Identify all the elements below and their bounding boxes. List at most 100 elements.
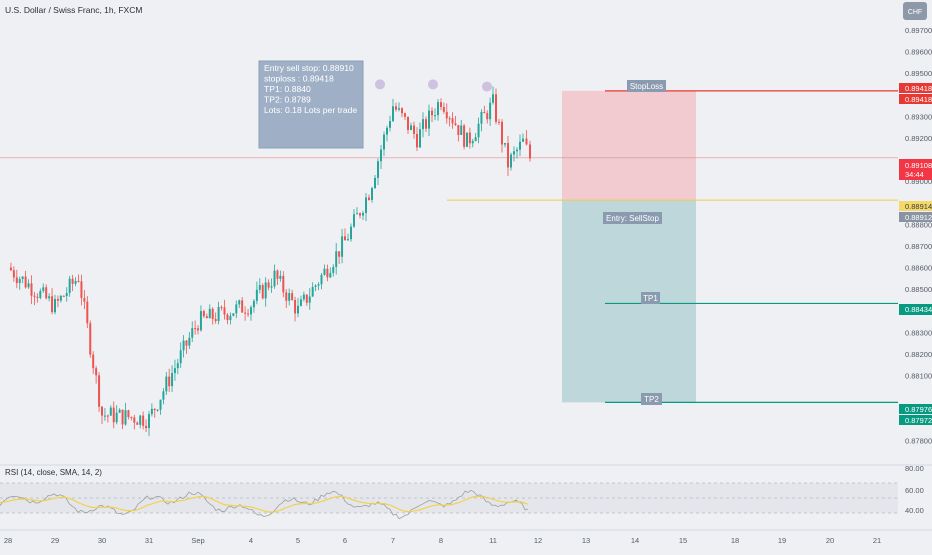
rsi-tick: 80.00 <box>905 464 924 473</box>
price-tag-bg <box>899 212 932 222</box>
candle-body <box>471 141 474 144</box>
candle-body <box>374 177 376 189</box>
candle-body <box>33 295 36 297</box>
candle-body <box>103 415 106 417</box>
time-tick-label: 14 <box>631 536 639 545</box>
price-tag-stoploss: 0.89418 0.89418 <box>899 83 932 104</box>
candle-body <box>299 299 302 306</box>
price-tick-label: 0.89500 <box>905 69 932 78</box>
candle-body <box>74 280 77 284</box>
candle-body <box>368 197 370 200</box>
annotation-box[interactable]: Entry sell stop: 0.88910 stoploss : 0.89… <box>258 60 364 149</box>
price-tag-bg <box>899 201 932 211</box>
candle-body <box>56 298 59 301</box>
price-tag-bg <box>899 415 932 425</box>
tp2-label[interactable]: TP2 <box>641 393 662 405</box>
candle-body <box>495 94 497 122</box>
candle-body <box>179 350 182 364</box>
time-tick-label: 6 <box>343 536 347 545</box>
takeprofit-zone[interactable] <box>562 200 696 403</box>
rsi-label[interactable]: RSI (14, close, SMA, 14, 2) <box>5 468 102 477</box>
stoploss-zone[interactable] <box>562 90 696 201</box>
price-tag-bg <box>899 94 932 104</box>
candle-body <box>133 417 136 423</box>
time-tick-label: 15 <box>679 536 687 545</box>
candle-body <box>273 270 276 287</box>
time-axis[interactable]: 28 29 30 31 Sep 4 5 6 7 8 11 12 13 14 15 18 19 20 21 <box>0 529 932 545</box>
candle-body <box>486 113 489 120</box>
current-price-text: 0.89108 <box>905 161 932 170</box>
candle-body <box>159 399 162 410</box>
candle-body <box>442 106 445 112</box>
stoploss-label[interactable]: StopLoss <box>627 80 666 92</box>
candle-body <box>217 306 220 322</box>
candle-body <box>229 315 232 321</box>
candle-body <box>136 422 139 425</box>
candle-body <box>98 375 101 407</box>
annotation-background <box>258 60 364 149</box>
annotation-line: Entry sell stop: 0.88910 <box>264 63 354 73</box>
candle-body <box>139 415 142 425</box>
price-axis[interactable]: 0.89700 0.89600 0.89500 0.89300 0.89200 0.890… <box>898 0 932 465</box>
countdown-text: 34:44 <box>905 170 924 179</box>
entry-label[interactable]: Entry: SellStop <box>603 212 662 224</box>
time-tick-label: 21 <box>873 536 881 545</box>
candle-body <box>130 417 133 419</box>
candle-body <box>48 296 51 299</box>
price-tick-label: 0.89600 <box>905 48 932 57</box>
time-tick-label: 5 <box>296 536 300 545</box>
candle-body <box>451 118 454 124</box>
price-tag-text: 0.88914 <box>905 202 932 211</box>
price-tick-label: 0.89300 <box>905 112 932 121</box>
tp1-label-bg <box>641 292 660 304</box>
candle-body <box>519 141 521 150</box>
candle-body <box>425 119 427 129</box>
candle-body <box>529 144 531 159</box>
candle-body <box>332 266 335 273</box>
candle-body <box>188 337 191 346</box>
candle-body <box>145 425 148 429</box>
candle-body <box>142 415 145 426</box>
time-tick-label: 30 <box>98 536 106 545</box>
candle-body <box>223 307 226 315</box>
candle-body <box>220 306 223 308</box>
candle-body <box>297 305 299 314</box>
candle-body <box>235 304 238 314</box>
symbol-title[interactable]: U.S. Dollar / Swiss Franc, 1h, FXCM <box>5 5 142 15</box>
candle-body <box>30 283 33 296</box>
rsi-pane[interactable]: RSI (14, close, SMA, 14, 2) 80.00 60.00 … <box>0 464 932 520</box>
price-tick-label: 0.87800 <box>905 436 932 445</box>
candle-body <box>398 108 400 110</box>
candle-body <box>317 284 320 286</box>
candle-body <box>323 268 326 275</box>
tp1-label[interactable]: TP1 <box>641 292 660 304</box>
currency-button[interactable]: CHF <box>903 2 927 20</box>
candle-body <box>419 129 421 148</box>
candle-body <box>168 376 171 387</box>
candle-body <box>214 318 217 322</box>
rsi-sma-line <box>0 495 529 513</box>
candle-body <box>404 113 406 117</box>
candlestick-series <box>9 86 531 437</box>
price-tick-label: 0.88800 <box>905 220 932 229</box>
candle-body <box>416 133 418 148</box>
candle-body <box>101 406 103 416</box>
price-tick-label: 0.88500 <box>905 285 932 294</box>
candle-body <box>510 154 512 168</box>
candle-body <box>276 270 279 279</box>
candle-body <box>267 282 270 288</box>
annotation-text: Entry sell stop: 0.88910 stoploss : 0.89… <box>264 63 357 115</box>
candle-body <box>448 118 451 120</box>
price-tag-entry: 0.88914 0.88912 <box>899 201 932 222</box>
candle-body <box>148 414 150 429</box>
candle-body <box>109 407 112 416</box>
price-tick-label: 0.88700 <box>905 242 932 251</box>
price-tick-label: 0.89700 <box>905 26 932 35</box>
candle-body <box>194 328 197 330</box>
candle-body <box>347 239 349 241</box>
candle-body <box>270 286 273 288</box>
price-tag-text: 0.89418 <box>905 95 932 104</box>
candle-body <box>410 125 412 130</box>
